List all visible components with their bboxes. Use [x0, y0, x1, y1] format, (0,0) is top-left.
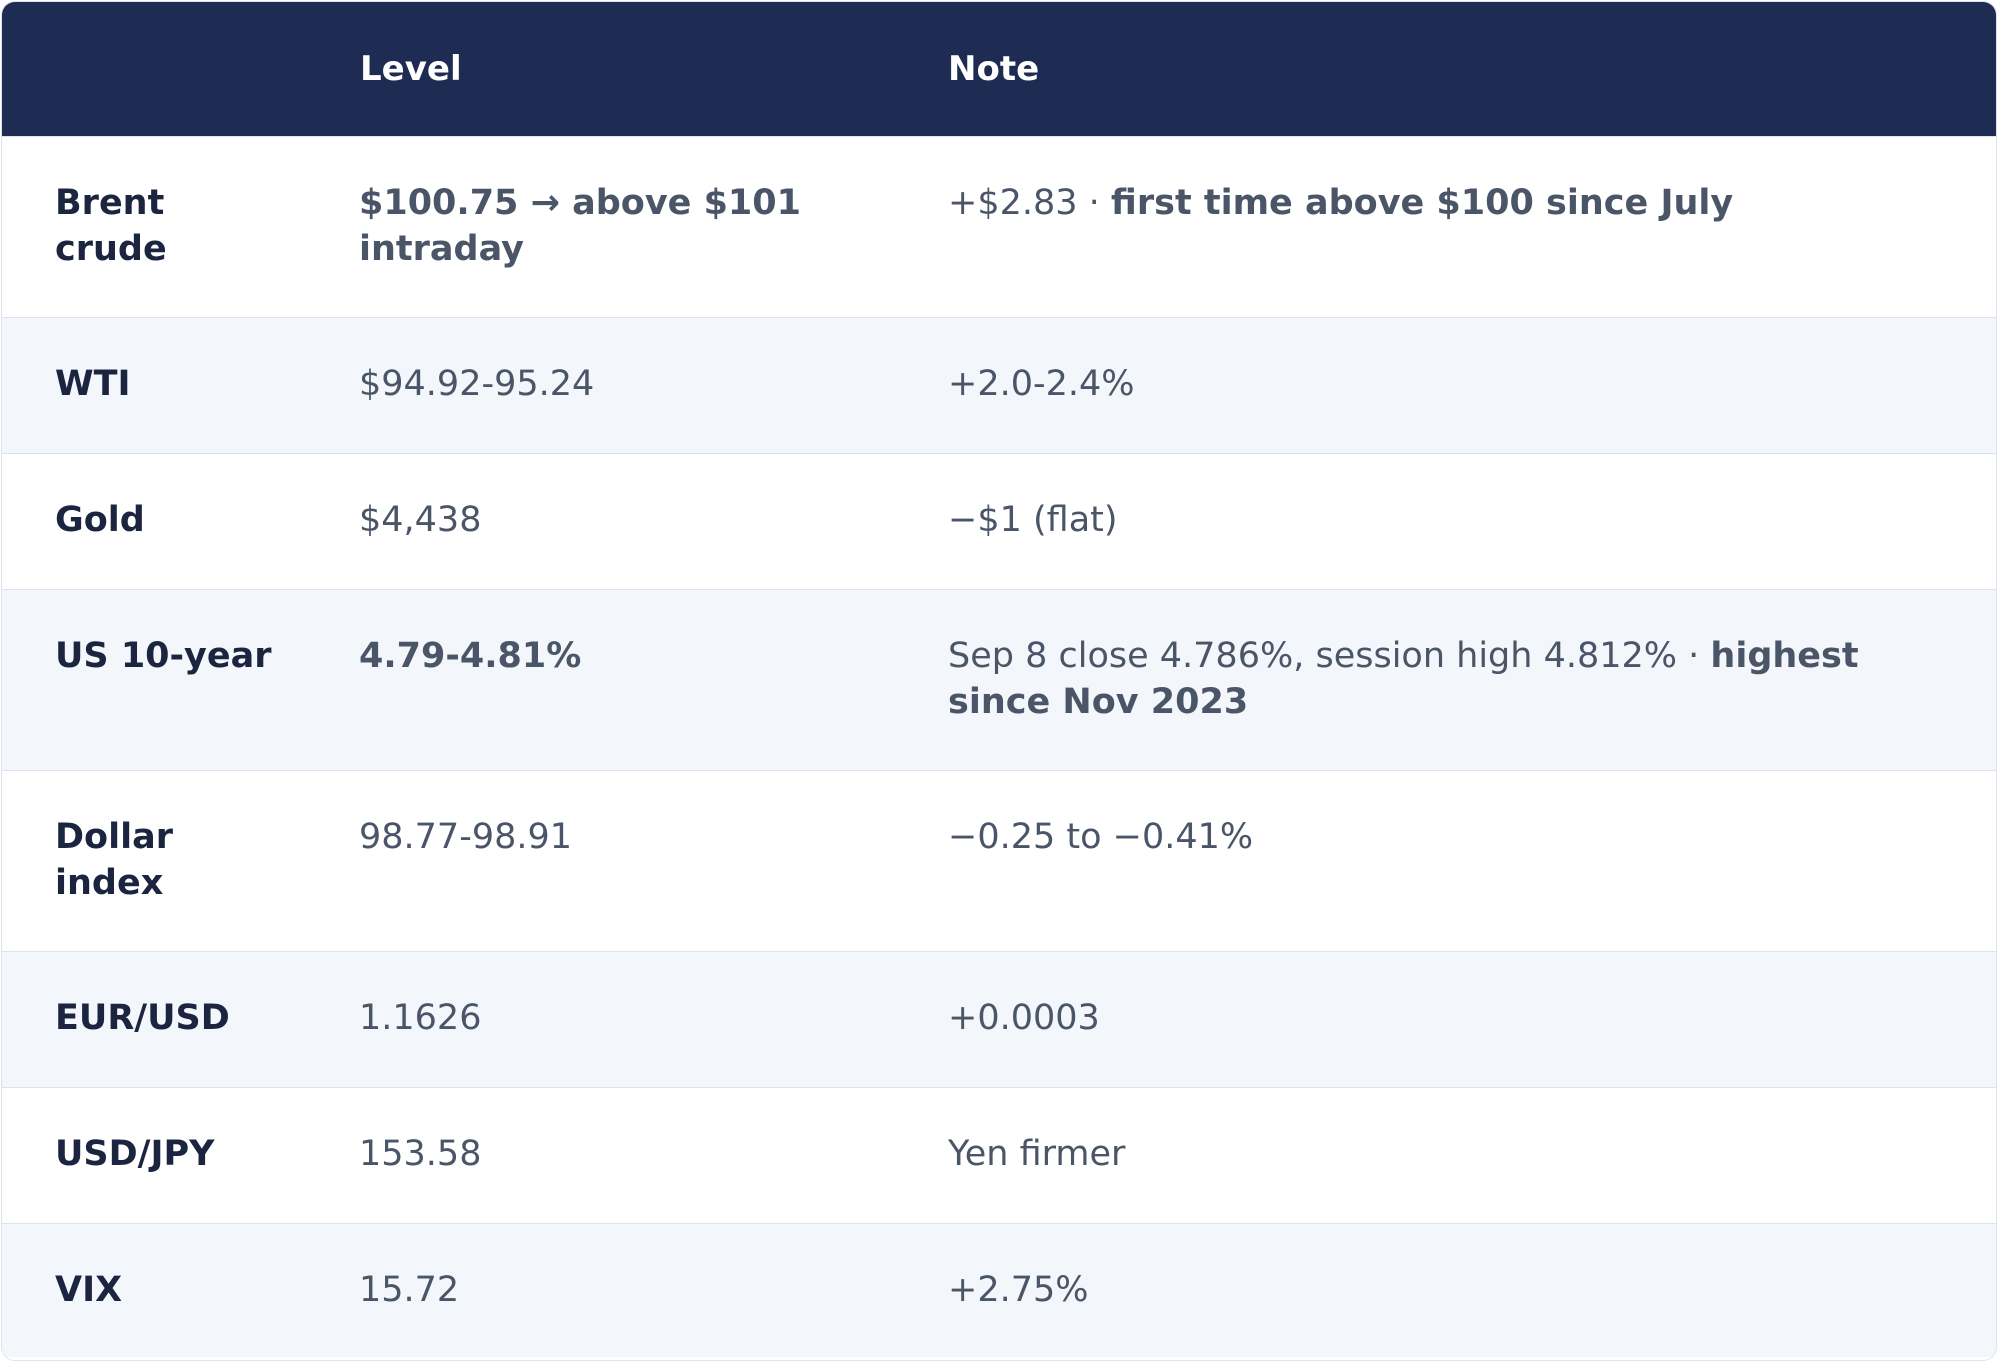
note-cell: +0.0003	[894, 951, 1996, 1087]
table-row: USD/JPY 153.58 Yen firmer	[2, 1087, 1996, 1223]
note-cell: Sep 8 close 4.786%, session high 4.812% …	[894, 589, 1996, 770]
header-level: Level	[360, 48, 462, 89]
note-cell: +2.0-2.4%	[894, 317, 1996, 453]
header-asset	[2, 2, 304, 136]
note-text: +0.0003	[948, 997, 1100, 1038]
table-row: VIX 15.72 +2.75%	[2, 1223, 1996, 1357]
asset-cell: Dollar index	[55, 816, 173, 903]
table-header: Level Note	[2, 2, 1996, 136]
asset-cell: US 10-year	[55, 635, 272, 676]
asset-cell: WTI	[55, 363, 131, 404]
header-row: Level Note	[2, 2, 1996, 136]
note-text: +2.0-2.4%	[948, 363, 1135, 404]
note-text: +2.75%	[948, 1269, 1089, 1310]
note-text: +$2.83 ·	[948, 182, 1111, 223]
asset-cell: USD/JPY	[55, 1133, 215, 1174]
note-cell: −$1 (flat)	[894, 453, 1996, 589]
level-cell: 15.72	[359, 1269, 460, 1310]
asset-cell: EUR/USD	[55, 997, 230, 1038]
table-body: Brent crude $100.75 → above $101 intrada…	[2, 136, 1996, 1357]
header-note: Note	[948, 48, 1040, 89]
level-cell: 153.58	[359, 1133, 482, 1174]
note-cell: +2.75%	[894, 1223, 1996, 1357]
table-row: Gold $4,438 −$1 (flat)	[2, 453, 1996, 589]
note-cell: Yen firmer	[894, 1087, 1996, 1223]
note-text: −$1 (flat)	[948, 499, 1118, 540]
table-row: US 10-year 4.79-4.81% Sep 8 close 4.786%…	[2, 589, 1996, 770]
asset-cell: Gold	[55, 499, 145, 540]
note-highlight: highest since Nov 2023	[948, 635, 1859, 722]
note-cell: +$2.83 · first time above $100 since Jul…	[894, 136, 1996, 317]
asset-cell: Brent crude	[55, 182, 167, 269]
note-text: −0.25 to −0.41%	[948, 816, 1254, 857]
table-row: EUR/USD 1.1626 +0.0003	[2, 951, 1996, 1087]
table-row: Brent crude $100.75 → above $101 intrada…	[2, 136, 1996, 317]
note-highlight: first time above $100 since July	[1110, 182, 1734, 223]
asset-cell: VIX	[55, 1269, 123, 1310]
table-row: Dollar index 98.77-98.91 −0.25 to −0.41%	[2, 770, 1996, 951]
note-text: Sep 8 close 4.786%, session high 4.812% …	[948, 635, 1711, 676]
level-cell: 1.1626	[359, 997, 482, 1038]
note-cell: −0.25 to −0.41%	[894, 770, 1996, 951]
table-row: WTI $94.92-95.24 +2.0-2.4%	[2, 317, 1996, 453]
note-text: Yen firmer	[948, 1133, 1126, 1174]
level-cell: $100.75 → above $101 intraday	[359, 182, 801, 269]
level-cell: $4,438	[359, 499, 482, 540]
level-cell: $94.92-95.24	[359, 363, 595, 404]
level-cell: 4.79-4.81%	[359, 635, 582, 676]
level-cell: 98.77-98.91	[359, 816, 573, 857]
